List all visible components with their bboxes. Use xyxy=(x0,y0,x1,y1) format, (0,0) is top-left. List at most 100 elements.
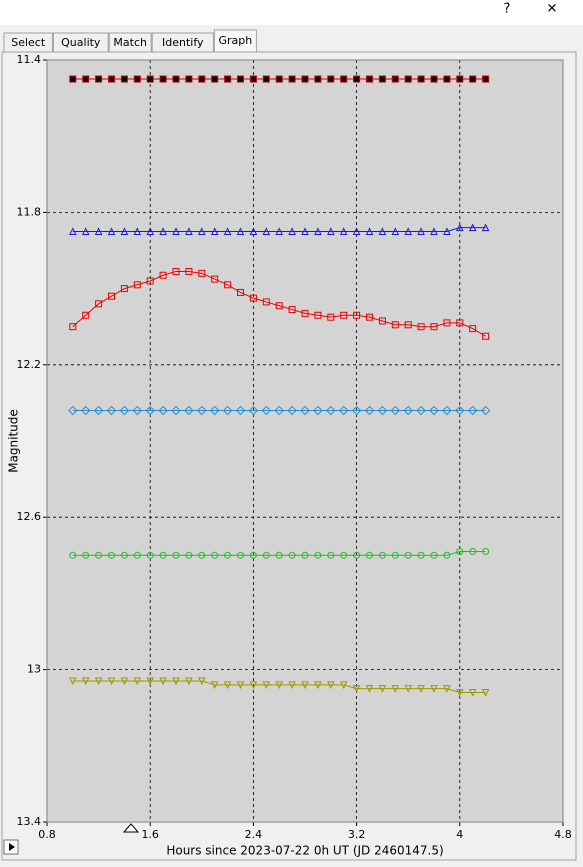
data-point xyxy=(172,227,180,235)
data-point xyxy=(159,271,167,279)
data-point xyxy=(262,551,270,559)
data-point xyxy=(197,677,206,686)
data-point xyxy=(288,551,296,559)
series-line xyxy=(72,550,486,556)
data-point xyxy=(430,227,438,235)
data-point xyxy=(68,677,77,686)
play-icon xyxy=(9,843,15,851)
data-point xyxy=(339,227,348,235)
data-point xyxy=(210,681,219,689)
data-point xyxy=(314,681,322,689)
data-point xyxy=(146,75,154,83)
data-point xyxy=(249,681,258,689)
data-point xyxy=(391,685,400,693)
tab-label[interactable]: Identify xyxy=(162,36,204,49)
series-line xyxy=(72,227,486,232)
data-point xyxy=(430,75,438,83)
data-point xyxy=(352,685,361,693)
data-point xyxy=(275,681,284,689)
data-point xyxy=(468,223,477,232)
data-point xyxy=(172,677,180,686)
data-point xyxy=(456,547,464,555)
data-point xyxy=(197,227,206,235)
data-point xyxy=(159,75,167,83)
tab-label[interactable]: Quality xyxy=(61,36,101,49)
data-point xyxy=(351,405,362,416)
data-point xyxy=(417,685,425,693)
data-point xyxy=(237,75,244,83)
data-point xyxy=(224,551,232,559)
plot-border xyxy=(46,59,564,823)
data-point xyxy=(480,405,491,416)
data-point xyxy=(456,75,464,83)
data-point xyxy=(184,405,194,416)
data-point xyxy=(248,405,259,416)
data-point xyxy=(481,688,490,697)
data-point xyxy=(146,677,155,686)
data-point xyxy=(210,227,219,235)
close-button[interactable]: ✕ xyxy=(547,2,558,17)
data-point xyxy=(211,551,219,559)
data-point xyxy=(198,269,206,277)
tab-label[interactable]: Graph xyxy=(219,34,253,47)
data-point xyxy=(95,551,103,559)
data-point xyxy=(378,551,386,559)
data-point xyxy=(417,75,425,83)
data-point xyxy=(455,688,464,697)
data-point xyxy=(120,75,128,83)
data-point xyxy=(146,227,155,235)
data-point xyxy=(287,405,297,416)
y-tick-label: 12.2 xyxy=(17,358,42,371)
data-point xyxy=(300,405,310,416)
data-point xyxy=(133,75,141,83)
series-line xyxy=(72,270,486,337)
data-point xyxy=(235,405,246,416)
data-point xyxy=(93,405,104,416)
data-point xyxy=(301,75,309,83)
data-point xyxy=(417,551,425,559)
x-tick-label: 3.2 xyxy=(348,828,366,841)
data-point xyxy=(442,405,452,416)
data-point xyxy=(327,75,335,83)
time-cursor[interactable] xyxy=(122,823,140,833)
data-point xyxy=(430,323,438,331)
data-point xyxy=(249,551,257,559)
data-point xyxy=(172,75,180,83)
tab-label[interactable]: Select xyxy=(11,36,46,49)
y-tick-label: 11.8 xyxy=(17,205,42,218)
data-point xyxy=(262,298,270,306)
data-point xyxy=(469,547,477,555)
data-point xyxy=(416,405,426,416)
data-point xyxy=(314,227,322,235)
data-point xyxy=(301,551,309,559)
data-point xyxy=(223,227,232,235)
data-point xyxy=(158,405,168,416)
data-point xyxy=(95,75,103,83)
data-point xyxy=(390,405,401,416)
data-point xyxy=(353,75,361,83)
help-button[interactable]: ? xyxy=(504,2,511,17)
data-point xyxy=(133,551,141,559)
data-point xyxy=(339,681,348,689)
data-point xyxy=(172,267,180,275)
y-tick-label: 13.4 xyxy=(17,815,42,828)
data-point xyxy=(404,551,412,559)
data-point xyxy=(430,551,438,559)
data-point xyxy=(288,306,296,314)
data-point xyxy=(443,685,451,693)
data-point xyxy=(378,317,386,325)
tab-label[interactable]: Match xyxy=(113,36,147,49)
data-point xyxy=(68,405,78,416)
data-point xyxy=(482,332,490,340)
data-point xyxy=(224,281,232,289)
data-point xyxy=(159,227,167,235)
data-point xyxy=(326,227,335,235)
data-point xyxy=(417,323,425,331)
data-point xyxy=(107,677,116,686)
data-point xyxy=(133,677,142,686)
data-point xyxy=(314,551,322,559)
data-point xyxy=(443,75,451,83)
data-point xyxy=(352,227,361,235)
data-point xyxy=(94,227,103,235)
data-point xyxy=(391,75,399,83)
